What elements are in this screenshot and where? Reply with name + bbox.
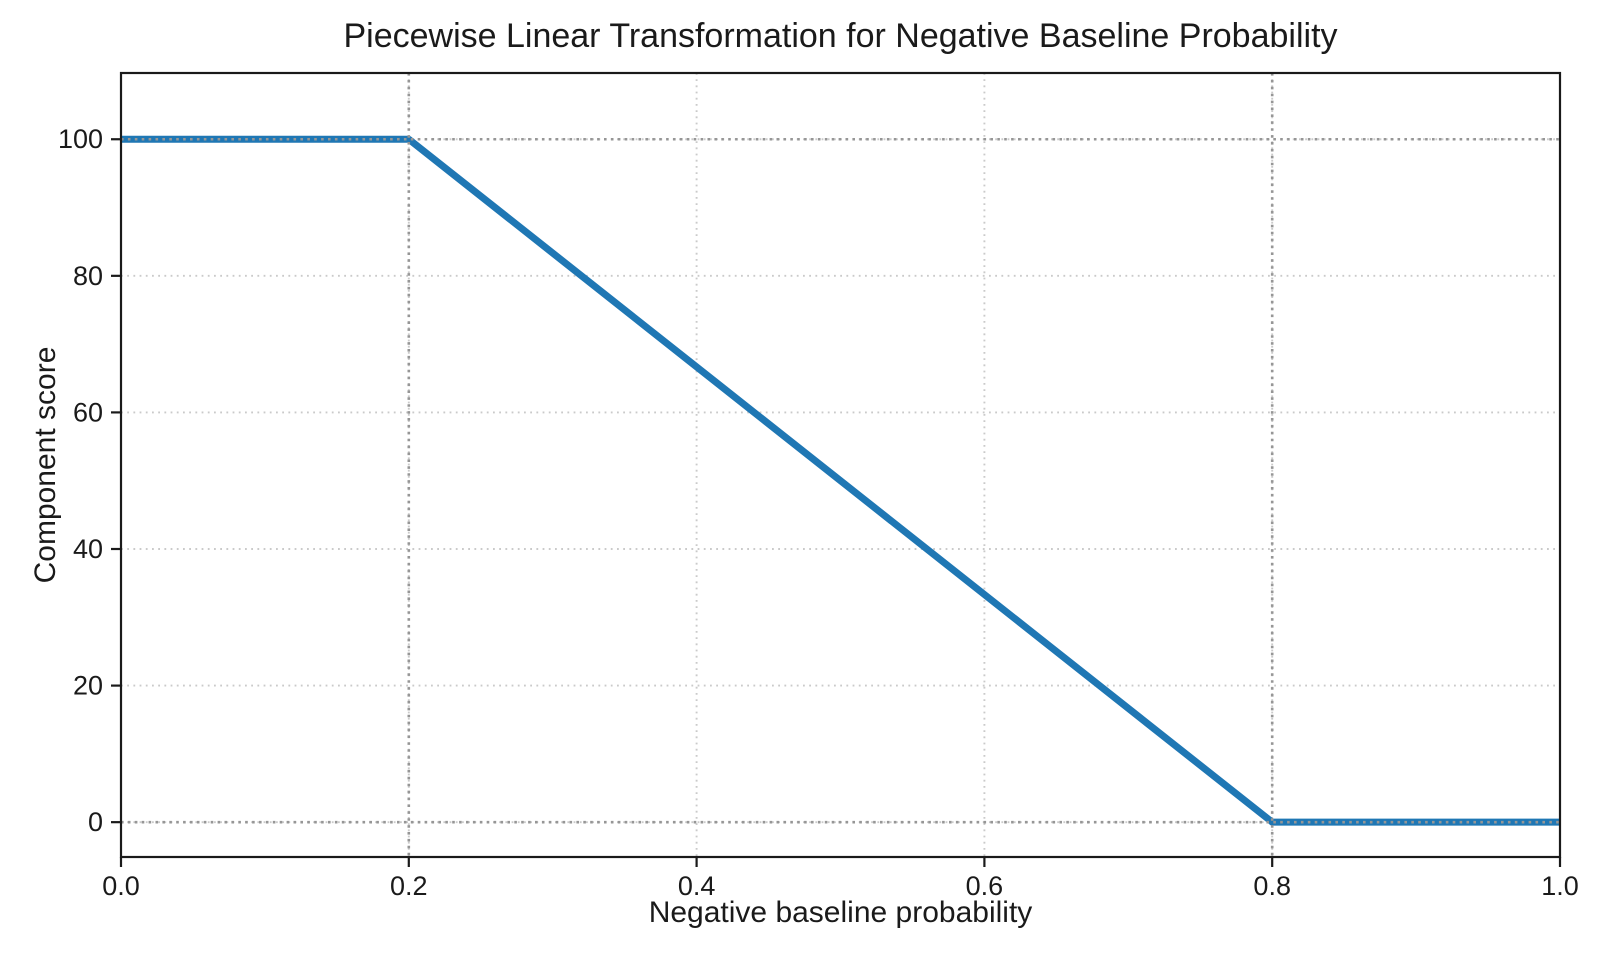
y-tick-label: 40 (73, 534, 103, 564)
axes-frame (119, 71, 1562, 859)
x-tick-label: 0.8 (1253, 871, 1291, 901)
y-tick-label: 80 (73, 261, 103, 291)
x-axis-label: Negative baseline probability (648, 896, 1033, 929)
y-tick-label: 60 (73, 397, 103, 427)
y-tick-label: 0 (88, 807, 103, 837)
x-tick-label: 0.6 (966, 871, 1004, 901)
chart-title: Piecewise Linear Transformation for Nega… (343, 17, 1338, 55)
y-tick-label: 20 (73, 671, 103, 701)
series-line (121, 135, 1560, 826)
x-tick-label: 0.4 (678, 871, 716, 901)
y-tick-label: 100 (58, 124, 103, 154)
x-tick-label: 1.0 (1541, 871, 1579, 901)
x-tick-label: 0.0 (102, 871, 140, 901)
x-tick-label: 0.2 (390, 871, 428, 901)
